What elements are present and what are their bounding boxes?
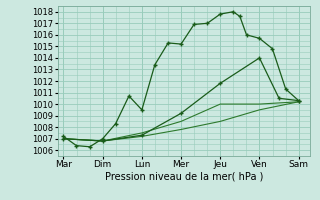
X-axis label: Pression niveau de la mer( hPa ): Pression niveau de la mer( hPa ) [105,172,263,182]
